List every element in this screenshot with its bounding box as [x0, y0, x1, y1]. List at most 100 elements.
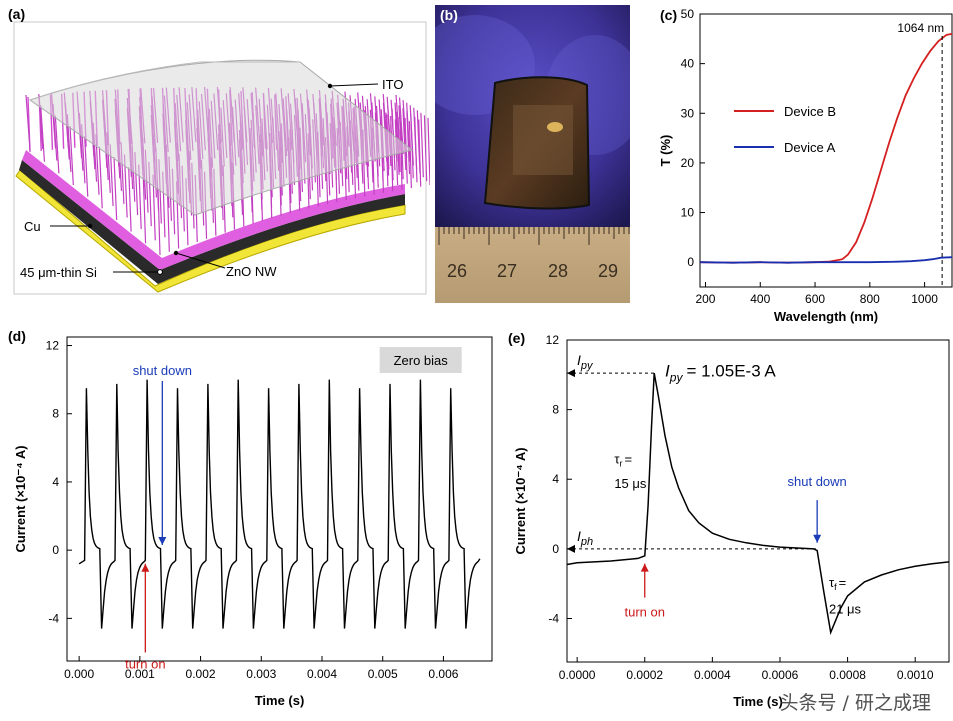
nanowire: [128, 167, 132, 232]
panel-b-label: (b): [440, 7, 458, 23]
y-tick-label: -4: [548, 611, 559, 625]
nanowire: [113, 156, 118, 221]
turnon-label: turn on: [125, 656, 165, 671]
y-tick-label: 40: [681, 57, 695, 71]
x-tick-label: 0.0000: [559, 668, 596, 682]
label-si: 45 μm-thin Si: [20, 265, 97, 280]
x-tick-label: 0.005: [368, 667, 398, 681]
shutdown-arrowhead: [813, 534, 822, 543]
nanowire: [142, 177, 147, 244]
zero-bias-text: Zero bias: [394, 353, 449, 368]
ruler-number: 27: [497, 261, 517, 281]
nanowire: [69, 125, 74, 186]
si-layer: [19, 160, 405, 284]
nanowire: [418, 119, 422, 187]
panel-c-label: (c): [660, 7, 678, 23]
y-tick-label: 50: [681, 7, 695, 21]
x-tick-label: 200: [695, 292, 715, 306]
current-trace: [78, 379, 481, 629]
panel-e-label: (e): [508, 330, 526, 346]
nanowire: [54, 115, 60, 174]
x-tick-label: 600: [805, 292, 825, 306]
y-tick-label: 30: [681, 106, 695, 120]
x-tick-label: 1000: [911, 292, 938, 306]
marker-label: 1064 nm: [897, 21, 944, 35]
ipy-arrowhead: [567, 369, 575, 378]
x-tick-label: 0.001: [125, 667, 155, 681]
y-tick-label: 12: [46, 339, 60, 353]
iph-arrowhead: [567, 544, 575, 553]
x-tick-label: 0.0002: [626, 668, 663, 682]
nanowire: [40, 105, 46, 162]
x-tick-label: 0.0004: [694, 668, 731, 682]
y-axis-label: T (%): [658, 135, 673, 167]
device-photo-drawing: 26 27 28 29: [435, 5, 630, 303]
y-axis-label: Current (×10⁻⁴ A): [513, 447, 528, 554]
y-axis-label: Current (×10⁻⁴ A): [13, 445, 28, 552]
label-ito: ITO: [382, 77, 403, 92]
y-tick-label: 10: [681, 206, 695, 220]
x-tick-label: 0.002: [186, 667, 216, 681]
ipy-value-label: Ipy = 1.05E-3 A: [665, 362, 776, 385]
transmittance-chart: 0 10 20 30 40 50 200 400 600 800 1000 Wavelength (n…: [658, 7, 953, 324]
y-tick-label: 8: [52, 407, 59, 421]
x-tick-label: 0.003: [246, 667, 276, 681]
y-tick-label: 12: [546, 333, 560, 347]
x-tick-label: 0.004: [307, 667, 337, 681]
legend-label: Device A: [784, 140, 836, 155]
x-tick-label: 0.0006: [762, 668, 799, 682]
tau-f-label: τf =: [829, 575, 846, 592]
x-tick-label: 0.000: [64, 667, 94, 681]
nanowire: [84, 136, 89, 197]
label-cu: Cu: [24, 219, 41, 234]
tau-r-value: 15 μs: [614, 476, 647, 491]
turnon-arrowhead: [640, 563, 649, 572]
tau-r-label: τr =: [614, 452, 632, 469]
ruler-number: 26: [447, 261, 467, 281]
shutdown-label: shut down: [788, 474, 847, 489]
nanowire: [406, 111, 411, 175]
shutdown-arrowhead: [158, 537, 167, 546]
ruler-number: 28: [548, 261, 568, 281]
nanowire: [414, 116, 418, 183]
panel-d-label: (d): [8, 328, 26, 344]
y-tick-label: 4: [552, 472, 559, 486]
label-zno: ZnO NW: [226, 264, 277, 279]
y-tick-label: 0: [52, 543, 59, 557]
iph-axis-label: Iph: [577, 528, 593, 548]
tau-f-value: 21 μs: [829, 601, 862, 616]
y-tick-label: -4: [48, 611, 59, 625]
nanowire: [25, 94, 31, 151]
y-tick-label: 0: [687, 255, 694, 269]
nanowire: [399, 122, 403, 190]
panel-a-illustration: ITO Cu 45 μm-thin Si ZnO NW: [13, 21, 430, 295]
x-tick-label: 800: [860, 292, 880, 306]
ruler: [435, 227, 630, 303]
x-tick-label: 0.006: [428, 667, 458, 681]
x-axis-label: Wavelength (nm): [774, 309, 878, 324]
zno-base-layer: [22, 150, 405, 270]
plot-frame: [566, 339, 950, 663]
single-pulse-chart: -4 0 4 8 12 0.0000 0.0002 0.0004 0.0006 0.0008 0.0…: [513, 333, 950, 709]
x-tick-label: 0.0008: [829, 668, 866, 682]
turnon-arrowhead: [141, 563, 150, 572]
plot-frame: [66, 336, 493, 662]
current-trace: [566, 372, 950, 636]
nanowire: [427, 117, 430, 186]
nanowire: [410, 113, 414, 179]
nanowire: [420, 112, 424, 178]
x-axis-label: Time (s): [733, 694, 783, 709]
x-tick-label: 0.0010: [897, 668, 934, 682]
nanowire: [408, 121, 412, 189]
x-tick-label: 400: [750, 292, 770, 306]
y-tick-label: 4: [52, 475, 59, 489]
watermark: 头条号 / 研之成理: [779, 692, 931, 714]
legend-label: Device B: [784, 104, 836, 119]
current-cycles-chart: -4 0 4 8 12 0.000 0.001 0.002 0.003 0.004 0.005 0.0…: [13, 336, 493, 708]
zero-bias-badge: [379, 347, 462, 373]
y-tick-label: 8: [552, 403, 559, 417]
ipy-axis-label: Ipy: [577, 352, 594, 372]
y-tick-label: 20: [681, 156, 695, 170]
x-axis-label: Time (s): [255, 693, 305, 708]
nanowire: [402, 108, 407, 170]
